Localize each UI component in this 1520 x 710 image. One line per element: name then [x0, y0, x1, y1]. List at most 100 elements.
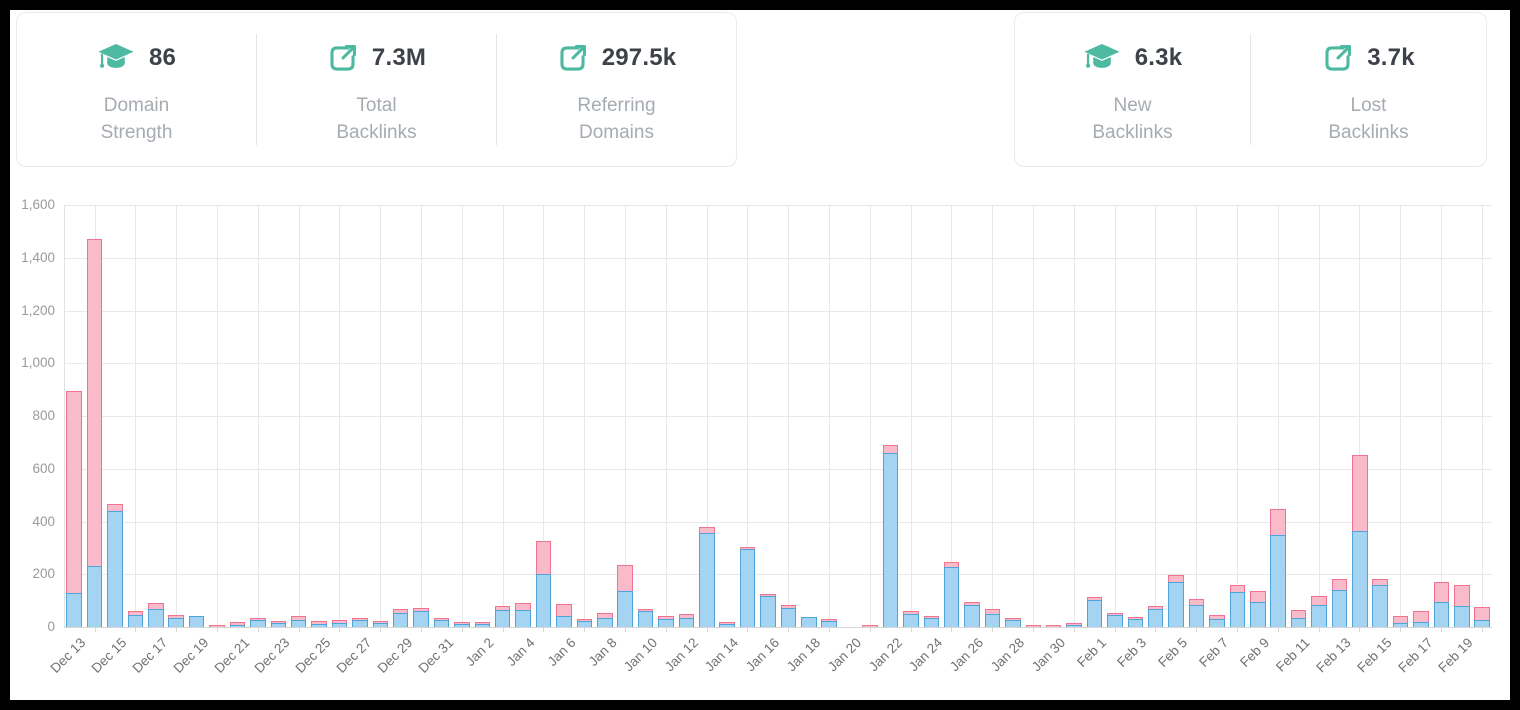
stat-label: New Backlinks [1092, 95, 1173, 143]
bar-feb-3[interactable] [1125, 205, 1145, 627]
x-axis-tick [869, 627, 871, 632]
bar-dec-30[interactable] [411, 205, 431, 627]
x-axis-tick [380, 627, 382, 632]
bar-dec-28[interactable] [370, 205, 390, 627]
lost-backlinks-segment [1127, 616, 1144, 619]
bar-dec-14[interactable] [84, 205, 104, 627]
y-tick-label: 200 [32, 566, 55, 582]
new-backlinks-segment [923, 618, 940, 627]
v-gridline [1359, 205, 1361, 627]
bar-jan-10[interactable] [635, 205, 655, 627]
bar-jan-24[interactable] [921, 205, 941, 627]
bar-feb-17[interactable] [1411, 205, 1431, 627]
lost-backlinks-segment [699, 527, 715, 534]
new-backlinks-segment [801, 616, 817, 627]
bar-jan-5[interactable] [533, 205, 553, 627]
bar-jan-14[interactable] [717, 205, 737, 627]
new-backlinks-segment [1311, 604, 1327, 627]
bar-dec-15[interactable] [105, 205, 125, 627]
new-backlinks-segment [270, 623, 287, 627]
new-backlinks-segment [739, 549, 756, 627]
bar-jan-20[interactable] [839, 205, 859, 627]
bar-dec-23[interactable] [268, 205, 288, 627]
bar-dec-19[interactable] [186, 205, 206, 627]
bar-jan-17[interactable] [778, 205, 798, 627]
bar-dec-24[interactable] [288, 205, 308, 627]
bar-feb-10[interactable] [1268, 205, 1288, 627]
divider [256, 34, 257, 145]
overview-card: 86 Domain Strength 7.3M Total Backlinks [16, 12, 737, 167]
bar-jan-11[interactable] [656, 205, 676, 627]
bar-feb-15[interactable] [1370, 205, 1390, 627]
new-backlinks-segment [719, 623, 735, 627]
bar-feb-19[interactable] [1452, 205, 1472, 627]
bar-jan-2[interactable] [472, 205, 492, 627]
bar-feb-9[interactable] [1248, 205, 1268, 627]
new-backlinks-segment [229, 624, 246, 627]
bar-jan-7[interactable] [574, 205, 594, 627]
bar-jan-22[interactable] [880, 205, 900, 627]
bar-feb-6[interactable] [1186, 205, 1206, 627]
bar-jan-29[interactable] [1023, 205, 1043, 627]
v-gridline [502, 205, 504, 627]
bar-dec-18[interactable] [166, 205, 186, 627]
bar-jan-19[interactable] [819, 205, 839, 627]
bar-jan-21[interactable] [860, 205, 880, 627]
bar-feb-2[interactable] [1105, 205, 1125, 627]
bar-dec-22[interactable] [248, 205, 268, 627]
bar-jan-3[interactable] [493, 205, 513, 627]
new-backlinks-segment [1086, 599, 1103, 627]
bar-jan-6[interactable] [554, 205, 574, 627]
bar-dec-20[interactable] [207, 205, 227, 627]
bar-dec-25[interactable] [309, 205, 329, 627]
bar-dec-17[interactable] [146, 205, 166, 627]
bar-jan-27[interactable] [982, 205, 1002, 627]
lost-backlinks-segment [923, 616, 940, 619]
bar-jan-13[interactable] [697, 205, 717, 627]
bar-jan-8[interactable] [595, 205, 615, 627]
bar-feb-14[interactable] [1350, 205, 1370, 627]
bar-jan-4[interactable] [513, 205, 533, 627]
x-axis-tick [502, 627, 504, 632]
v-gridline [1237, 205, 1238, 627]
bar-jan-18[interactable] [799, 205, 819, 627]
bar-feb-5[interactable] [1166, 205, 1186, 627]
bar-feb-12[interactable] [1309, 205, 1329, 627]
bar-dec-16[interactable] [125, 205, 145, 627]
v-gridline [1277, 205, 1279, 627]
bar-jan-15[interactable] [737, 205, 757, 627]
bar-jan-26[interactable] [962, 205, 982, 627]
bar-jan-30[interactable] [1044, 205, 1064, 627]
bar-feb-8[interactable] [1227, 205, 1247, 627]
bar-dec-31[interactable] [431, 205, 451, 627]
x-axis-tick [665, 627, 667, 632]
bar-jan-31[interactable] [1064, 205, 1084, 627]
divider [1250, 34, 1251, 145]
bar-feb-13[interactable] [1329, 205, 1349, 627]
bar-dec-29[interactable] [391, 205, 411, 627]
new-backlinks-segment [413, 611, 429, 627]
bar-jan-12[interactable] [676, 205, 696, 627]
bar-jan-1[interactable] [452, 205, 472, 627]
bar-feb-16[interactable] [1390, 205, 1410, 627]
bar-jan-16[interactable] [758, 205, 778, 627]
new-backlinks-segment [780, 608, 797, 627]
x-axis-tick [584, 627, 586, 632]
bars [64, 205, 1492, 627]
bar-dec-21[interactable] [227, 205, 247, 627]
bar-dec-13[interactable] [64, 205, 84, 627]
bar-feb-1[interactable] [1084, 205, 1104, 627]
bar-jan-25[interactable] [941, 205, 961, 627]
page: 86 Domain Strength 7.3M Total Backlinks [10, 10, 1510, 700]
bar-dec-27[interactable] [350, 205, 370, 627]
bar-dec-26[interactable] [329, 205, 349, 627]
bar-jan-23[interactable] [901, 205, 921, 627]
bar-feb-7[interactable] [1207, 205, 1227, 627]
bar-feb-20[interactable] [1472, 205, 1492, 627]
bar-jan-28[interactable] [1003, 205, 1023, 627]
v-gridline [380, 205, 382, 627]
bar-feb-11[interactable] [1288, 205, 1308, 627]
bar-feb-4[interactable] [1146, 205, 1166, 627]
bar-jan-9[interactable] [615, 205, 635, 627]
bar-feb-18[interactable] [1431, 205, 1451, 627]
